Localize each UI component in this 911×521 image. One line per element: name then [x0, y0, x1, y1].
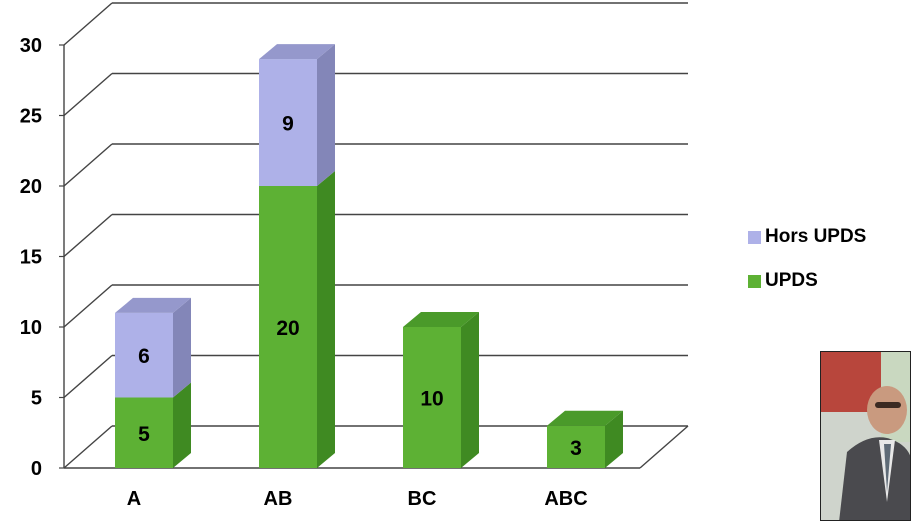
legend: Hors UPDS UPDS [748, 225, 866, 313]
bar-upds-a-side [173, 382, 191, 468]
legend-swatch-upds [748, 274, 761, 288]
legend-label-upds: UPDS [765, 270, 818, 291]
labels: 0 5 10 15 20 25 30 5 6 A 20 9 AB 10 BC 3 ABC [20, 35, 588, 510]
gridline-side-5 [63, 354, 113, 399]
bar-upds-bc [403, 327, 461, 468]
gridlines [63, 2, 688, 469]
y-tick-label-20: 20 [20, 176, 42, 198]
y-tick-label-5: 5 [31, 388, 42, 410]
data-label-hors-upds-ab: 9 [282, 113, 294, 136]
gridline-side-20 [63, 143, 113, 187]
bar-hors-upds-ab-side [317, 44, 335, 186]
y-tick-label-15: 15 [20, 247, 42, 269]
gridline-side-0 [63, 425, 113, 469]
portrait-photo [820, 351, 911, 521]
y-tick-label-10: 10 [20, 317, 42, 339]
x-tick-label-bc: BC [408, 488, 437, 510]
bar-upds-bc-side [461, 312, 479, 468]
legend-item-upds: UPDS [748, 269, 866, 293]
bar-upds-a [115, 397, 173, 468]
x-tick-label-a: A [127, 488, 141, 510]
bar-hors-upds-a [115, 312, 173, 398]
bar-hors-upds-ab [259, 59, 317, 186]
gridline-side-25 [63, 72, 113, 117]
bar-hors-upds-a-side [173, 297, 191, 398]
legend-label-hors-upds: Hors UPDS [765, 226, 867, 247]
data-label-upds-a: 5 [138, 423, 150, 446]
data-label-hors-upds-a: 6 [138, 345, 150, 368]
gridline-side-15 [63, 213, 113, 258]
bar-upds-bc-top [403, 312, 479, 327]
floor-right-edge [639, 425, 689, 469]
x-tick-label-ab: AB [264, 488, 293, 510]
gridline-side-10 [63, 284, 113, 328]
bar-hors-upds-ab-top [259, 44, 335, 60]
legend-item-hors-upds: Hors UPDS [748, 225, 866, 249]
bar-upds-ab-side [317, 171, 335, 468]
gridline-side-30 [63, 2, 113, 46]
data-label-upds-bc: 10 [420, 388, 443, 411]
y-tick-label-0: 0 [31, 458, 42, 480]
bar-upds-abc-top [547, 410, 623, 426]
data-label-upds-ab: 20 [276, 317, 299, 340]
y-tick-label-30: 30 [20, 35, 42, 57]
bar-hors-upds-a-top [115, 297, 191, 313]
y-tick-label-25: 25 [20, 106, 42, 128]
bar-upds-abc-side [605, 410, 623, 468]
bar-upds-ab [259, 186, 317, 468]
x-tick-label-abc: ABC [544, 488, 587, 510]
legend-swatch-hors-upds [748, 230, 761, 244]
bars [115, 44, 623, 468]
data-label-upds-abc: 3 [570, 437, 582, 460]
bar-upds-abc [547, 425, 605, 468]
